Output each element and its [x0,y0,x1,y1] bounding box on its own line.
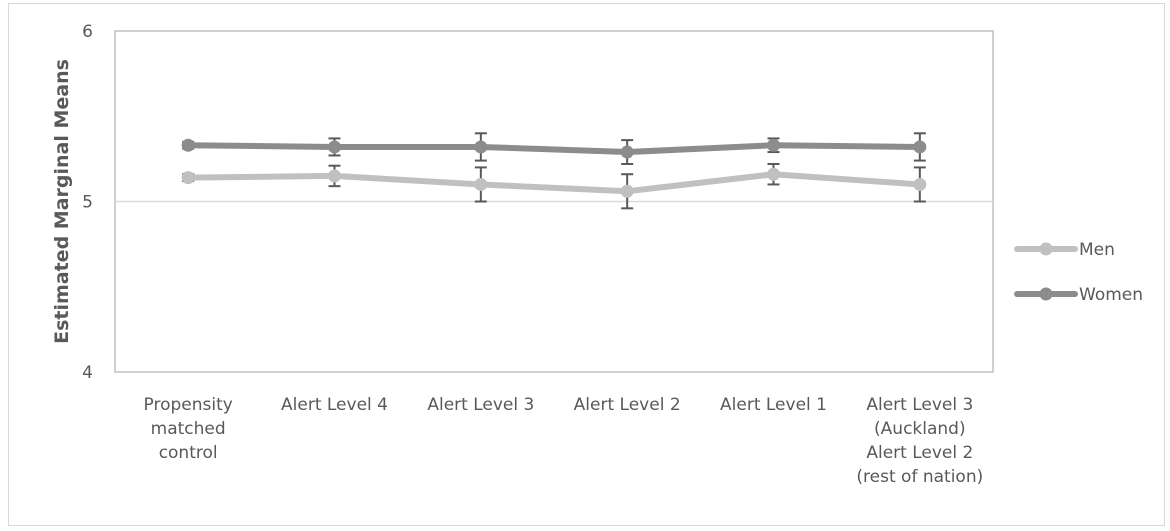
data-point-women [767,138,780,152]
data-point-men [474,177,488,191]
x-tick-label: Alert Level 1 [720,395,827,415]
x-tick-label: Alert Level 3 [427,395,534,415]
data-point-men [620,184,634,198]
data-point-women [474,140,488,154]
legend-label-women: Women [1079,285,1143,305]
x-tick-label: Alert Level 4 [281,395,388,415]
x-tick-label: Alert Level 2 [574,395,681,415]
data-point-men [181,171,195,185]
data-point-men [913,177,927,191]
x-tick-label: Alert Level 2 [866,443,973,463]
data-point-women [328,140,341,154]
chart-frame [8,3,1165,526]
legend-marker-men [1039,242,1053,256]
legend-label-men: Men [1079,240,1115,260]
data-point-women [181,138,195,152]
x-tick-label: (Auckland) [874,419,966,439]
y-tick-label: 4 [82,363,93,383]
data-point-men [767,167,780,181]
x-tick-label: (rest of nation) [856,467,983,487]
x-tick-label: matched [151,419,226,439]
y-tick-label: 6 [82,22,93,42]
data-point-men [328,169,341,183]
series-line-men [185,171,923,195]
y-tick-label: 5 [82,193,93,213]
data-point-women [913,140,927,154]
series-line-women [185,142,923,156]
x-tick-label: Propensity [144,395,233,415]
legend-marker-women [1039,287,1053,301]
y-axis-label: Estimated Marginal Means [51,59,73,344]
x-tick-label: control [159,443,218,463]
x-tick-label: Alert Level 3 [866,395,973,415]
data-point-women [620,145,634,159]
